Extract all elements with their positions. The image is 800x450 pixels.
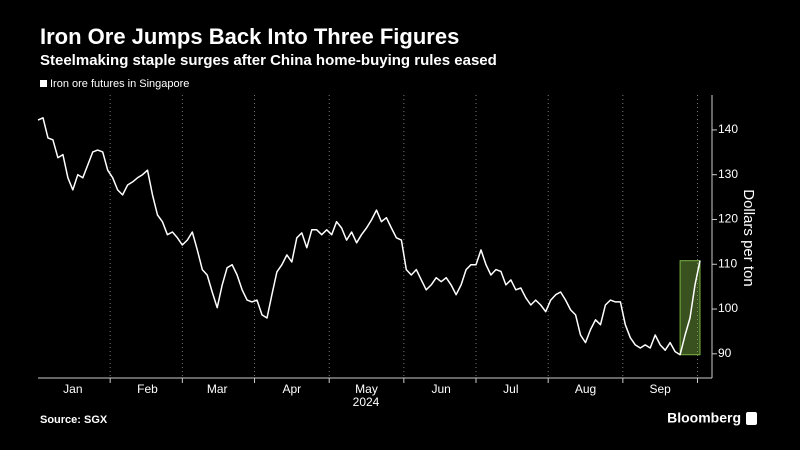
y-axis-label: Dollars per ton (740, 189, 757, 287)
legend-swatch (40, 80, 47, 87)
x-tick-label: Apr (283, 382, 302, 396)
y-tick-label: 120 (718, 212, 738, 226)
brand: Bloomberg (667, 410, 741, 426)
chart-subtitle: Steelmaking staple surges after China ho… (40, 52, 497, 69)
legend-label: Iron ore futures in Singapore (50, 78, 189, 90)
brand-icon (746, 412, 757, 425)
y-tick-label: 90 (718, 346, 732, 360)
x-tick-label: Feb (137, 382, 158, 396)
y-tick-label: 130 (718, 167, 738, 181)
x-tick-label: Aug (575, 382, 596, 396)
x-tick-label: May (355, 382, 378, 396)
x-tick-label: Sep (650, 382, 672, 396)
y-tick-label: 100 (718, 301, 738, 315)
chart-title: Iron Ore Jumps Back Into Three Figures (40, 24, 459, 49)
y-tick-label: 110 (718, 256, 737, 270)
x-tick-label: Jun (431, 382, 450, 396)
x-axis-label: 2024 (353, 395, 380, 409)
y-tick-label: 140 (718, 122, 738, 136)
x-tick-label: Mar (207, 382, 228, 396)
line (37, 117, 701, 356)
source: Source: SGX (40, 414, 108, 426)
x-tick-label: Jan (63, 382, 82, 396)
x-tick-label: Jul (503, 382, 518, 396)
